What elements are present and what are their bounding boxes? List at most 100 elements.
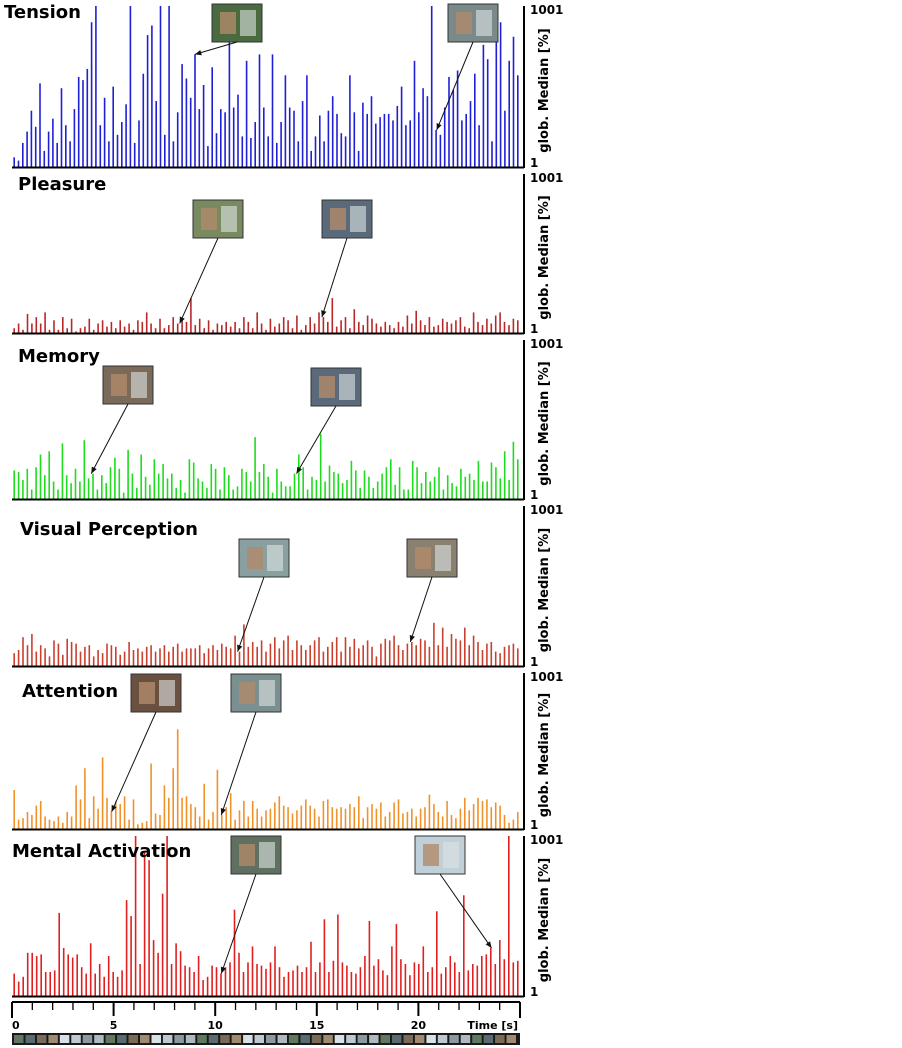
y-tick-label: 1001: [530, 833, 563, 847]
thumbnail-figure: [220, 12, 236, 34]
y-axis-label: glob. Median [%]: [537, 528, 552, 652]
film-frame: [25, 1035, 35, 1043]
time-tick-label: 0: [12, 1019, 20, 1032]
thumbnail-image: [414, 835, 466, 875]
thumbnail-detail: [259, 680, 275, 706]
callout-line: [194, 41, 238, 55]
callout-arrowhead: [179, 316, 185, 324]
film-frame: [243, 1035, 253, 1043]
time-tick-label: 20: [411, 1019, 427, 1032]
panel-title: Mental Activation: [12, 841, 191, 862]
thumbnail-detail: [435, 545, 451, 571]
film-frame: [128, 1035, 138, 1043]
time-tick-label: 5: [110, 1019, 118, 1032]
callout-line: [321, 237, 348, 318]
film-frame: [288, 1035, 299, 1043]
time-axis: 0 5 10 15 20 Time [s]: [11, 1001, 521, 1032]
panel-mental-activation: 1001 1 glob. Median [%] Mental Activation: [12, 833, 563, 999]
film-strip: [12, 1033, 520, 1045]
callout-line: [179, 237, 219, 324]
film-frame: [151, 1035, 161, 1043]
y-tick-label: 1001: [530, 171, 563, 185]
thumbnail-image: [211, 3, 263, 43]
film-frame: [254, 1035, 264, 1043]
y-axis-label: glob. Median [%]: [537, 195, 552, 319]
time-axis-label: Time [s]: [467, 1019, 518, 1032]
callout-line: [296, 405, 337, 474]
y-tick-label: 1001: [530, 670, 563, 684]
film-frame: [472, 1035, 482, 1043]
film-frame: [71, 1035, 81, 1043]
film-frame: [266, 1035, 276, 1043]
y-tick-label: 1: [530, 655, 538, 669]
film-frame: [36, 1035, 47, 1043]
callout-arrowhead: [111, 804, 117, 812]
thumbnail-figure: [319, 376, 335, 398]
film-frame: [185, 1035, 196, 1043]
callout-arrowhead: [436, 123, 442, 131]
callout-arrowhead: [321, 310, 327, 318]
thumbnail-image: [310, 367, 362, 407]
thumbnail-image: [321, 199, 373, 239]
y-tick-label: 1001: [530, 3, 563, 17]
y-tick-label: 1: [530, 488, 538, 502]
callout-arrowhead: [409, 635, 415, 643]
thumbnail-detail: [240, 10, 256, 36]
panel-visual-perception: 1001 1 glob. Median [%] Visual Perception: [12, 503, 563, 669]
y-tick-label: 1: [530, 322, 538, 336]
film-frame: [277, 1035, 287, 1043]
thumbnail-detail: [476, 10, 492, 36]
y-tick-label: 1: [530, 818, 538, 832]
thumbnail-image: [102, 365, 154, 405]
panel-title: Pleasure: [18, 174, 106, 195]
panel-title: Attention: [22, 681, 118, 702]
thumbnail-image: [238, 538, 290, 578]
film-frame: [437, 1035, 448, 1043]
film-frame: [460, 1035, 471, 1043]
panel-title: Tension: [4, 2, 81, 23]
thumbnail-image: [130, 673, 182, 713]
panel-title: Memory: [18, 346, 100, 367]
film-frame: [311, 1035, 322, 1043]
thumbnail-detail: [159, 680, 175, 706]
thumbnail-figure: [423, 844, 439, 866]
thumbnail-detail: [339, 374, 355, 400]
callout-arrowhead: [485, 941, 492, 949]
y-axis-label: glob. Median [%]: [537, 693, 552, 817]
film-frame: [117, 1035, 127, 1043]
thumbnail-figure: [239, 682, 255, 704]
panel-memory: 1001 1 glob. Median [%] Memory: [12, 337, 563, 502]
thumbnail-image: [406, 538, 458, 578]
panel-pleasure: 1001 1 glob. Median [%] Pleasure: [12, 171, 563, 336]
film-frame: [357, 1035, 368, 1043]
y-axis-label: glob. Median [%]: [537, 858, 552, 982]
thumbnail-image: [230, 673, 282, 713]
callout-line: [439, 873, 492, 949]
y-tick-label: 1: [530, 985, 538, 999]
thumbnail-detail: [350, 206, 366, 232]
y-tick-label: 1: [530, 156, 538, 170]
panel-title: Visual Perception: [20, 519, 198, 540]
callout-arrowhead: [194, 49, 202, 56]
film-frame: [174, 1035, 184, 1043]
film-frame: [231, 1035, 242, 1043]
film-frame: [140, 1035, 150, 1043]
y-axis-label: glob. Median [%]: [537, 28, 552, 152]
thumbnail-detail: [221, 206, 237, 232]
film-frame: [48, 1035, 58, 1043]
thumbnail-detail: [443, 842, 459, 868]
thumbnail-image: [447, 3, 499, 43]
thumbnail-detail: [267, 545, 283, 571]
thumbnail-detail: [259, 842, 275, 868]
film-frame: [483, 1035, 494, 1043]
film-frame: [14, 1035, 24, 1043]
film-frame: [197, 1035, 207, 1043]
thumbnail-figure: [239, 844, 255, 866]
film-frame: [94, 1035, 104, 1043]
film-frame: [220, 1035, 230, 1043]
thumbnail-figure: [111, 374, 127, 396]
film-frame: [82, 1035, 93, 1043]
film-frame: [495, 1035, 505, 1043]
y-axis-label: glob. Median [%]: [537, 361, 552, 485]
